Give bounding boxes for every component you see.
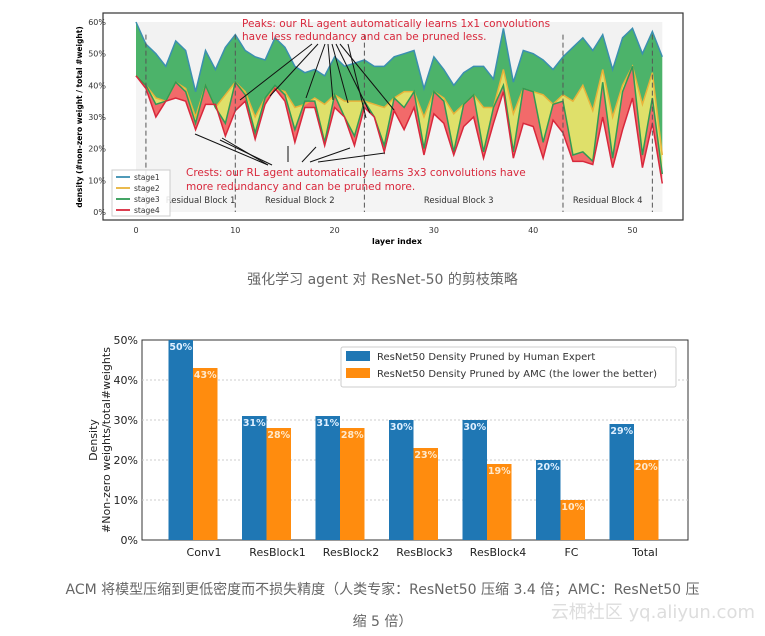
y-tick-label: 10% [114, 494, 138, 507]
bar-amc [560, 500, 585, 540]
bar-value-label: 31% [243, 418, 266, 429]
y-tick-label: 20% [88, 145, 106, 154]
bar-amc [413, 448, 438, 540]
bar-human [242, 416, 267, 540]
line-stage4 [135, 75, 664, 184]
block-label: Residual Block 2 [265, 196, 335, 206]
block-label: Residual Block 3 [424, 196, 494, 206]
x-tick-label: FC [564, 546, 578, 559]
arrow-peak [331, 43, 349, 104]
x-tick-label: 0 [133, 226, 138, 235]
arrow-crest [194, 133, 269, 166]
y-tick-label: 60% [88, 18, 106, 27]
legend-label: ResNet50 Density Pruned by Human Expert [377, 352, 595, 363]
y-tick-label: 20% [114, 454, 138, 467]
y-tick-label: 30% [114, 414, 138, 427]
bar-amc [193, 368, 218, 540]
arrow-peak [305, 43, 326, 99]
bar-value-label: 30% [463, 422, 486, 433]
line-stage3 [135, 66, 664, 175]
y-axis-label: density (#non-zero weight / total #weigh… [75, 26, 84, 207]
legend-label: stage1 [134, 173, 160, 182]
legend-label: stage3 [134, 195, 160, 204]
caption-bottom-line1: ACM 将模型压缩到更低密度而不损失精度（人类专家：ResNet50 压缩 3.… [65, 582, 700, 598]
arrow-peak [347, 43, 367, 119]
caption-top: 强化学习 agent 对 ResNet-50 的剪枝策略 [247, 272, 518, 288]
y-tick-label: 40% [114, 374, 138, 387]
annotation-crests: Crests: our RL agent automatically learn… [186, 167, 526, 179]
legend-box [340, 346, 677, 388]
x-tick-label: Total [631, 546, 658, 559]
arrow-crest [219, 139, 273, 166]
bar-value-label: 30% [390, 422, 413, 433]
bar-value-label: 23% [414, 450, 437, 461]
density-bar-chart: 0%10%20%30%40%50%50%43%Conv131%28%ResBlo… [87, 334, 689, 559]
x-tick-label: ResBlock3 [396, 546, 452, 559]
arrow-peak [239, 43, 313, 101]
bar-value-label: 50% [169, 342, 192, 353]
bar-value-label: 43% [194, 370, 217, 381]
legend-swatch [346, 351, 370, 361]
bar-amc [340, 428, 365, 540]
legend-label: ResNet50 Density Pruned by AMC (the lowe… [377, 369, 657, 380]
caption-bottom-line2: 缩 5 倍） [352, 614, 413, 630]
layer-density-chart: Residual Block 1 Residual Block 2 Residual… [75, 12, 684, 246]
bar-amc [266, 428, 291, 540]
bar-human [609, 424, 634, 540]
bar-human [389, 420, 414, 540]
x-tick-label: ResBlock2 [323, 546, 379, 559]
arrow-crest [301, 146, 317, 163]
x-tick-label: 20 [330, 226, 340, 235]
y-tick-label: 50% [114, 334, 138, 347]
y-tick-label: 0% [93, 208, 106, 217]
x-tick-label: ResBlock4 [470, 546, 526, 559]
bar-human [315, 416, 340, 540]
bar-human [462, 420, 487, 540]
bar-value-label: 28% [267, 430, 290, 441]
y-axis-label: Density [87, 419, 100, 461]
area-stage4 [136, 75, 663, 212]
block-label: Residual Block 4 [573, 196, 643, 206]
legend-label: stage4 [134, 206, 160, 215]
line-stage1 [135, 21, 663, 92]
x-tick-label: ResBlock1 [249, 546, 305, 559]
x-tick-label: 10 [230, 226, 240, 235]
bar-value-label: 19% [488, 466, 511, 477]
arrow-peak [339, 43, 395, 111]
bar-value-label: 10% [561, 502, 584, 513]
line-stage2 [135, 64, 664, 156]
bar-human [536, 460, 561, 540]
bar-human [168, 340, 193, 540]
y-tick-label: 50% [88, 50, 106, 59]
arrow-crest [317, 152, 386, 163]
arrow-crest [309, 147, 351, 163]
annotation-crests-2: more redundancy and can be pruned more. [186, 181, 415, 193]
bar-value-label: 20% [537, 462, 560, 473]
bar-amc [487, 464, 512, 540]
watermark: 云栖社区 yq.aliyun.com [550, 602, 755, 623]
arrow-peak [335, 43, 371, 114]
legend-label: stage2 [134, 184, 160, 193]
x-tick-label: Conv1 [187, 546, 222, 559]
annotation-peaks: Peaks: our RL agent automatically learns… [242, 18, 550, 30]
x-axis-label: layer index [372, 237, 423, 246]
x-tick-label: 50 [627, 226, 637, 235]
y-tick-label: 30% [88, 113, 106, 122]
annotation-peaks-2: have less redundancy and can be pruned l… [242, 31, 487, 43]
x-tick-label: 40 [528, 226, 538, 235]
arrow-peak [269, 43, 319, 97]
y-axis-label-2: #Non-zero weights/total#weights [100, 347, 113, 533]
bar-value-label: 31% [316, 418, 339, 429]
bar-value-label: 28% [341, 430, 364, 441]
y-tick-label: 10% [88, 176, 106, 185]
bar-amc [634, 460, 659, 540]
x-tick-label: 30 [429, 226, 439, 235]
y-tick-label: 40% [88, 81, 106, 90]
block-label: Residual Block 1 [166, 196, 236, 206]
y-tick-label: 0% [121, 534, 138, 547]
bar-value-label: 20% [635, 462, 658, 473]
bar-value-label: 29% [610, 426, 633, 437]
arrow-peak [327, 43, 334, 101]
legend-swatch [346, 368, 370, 378]
